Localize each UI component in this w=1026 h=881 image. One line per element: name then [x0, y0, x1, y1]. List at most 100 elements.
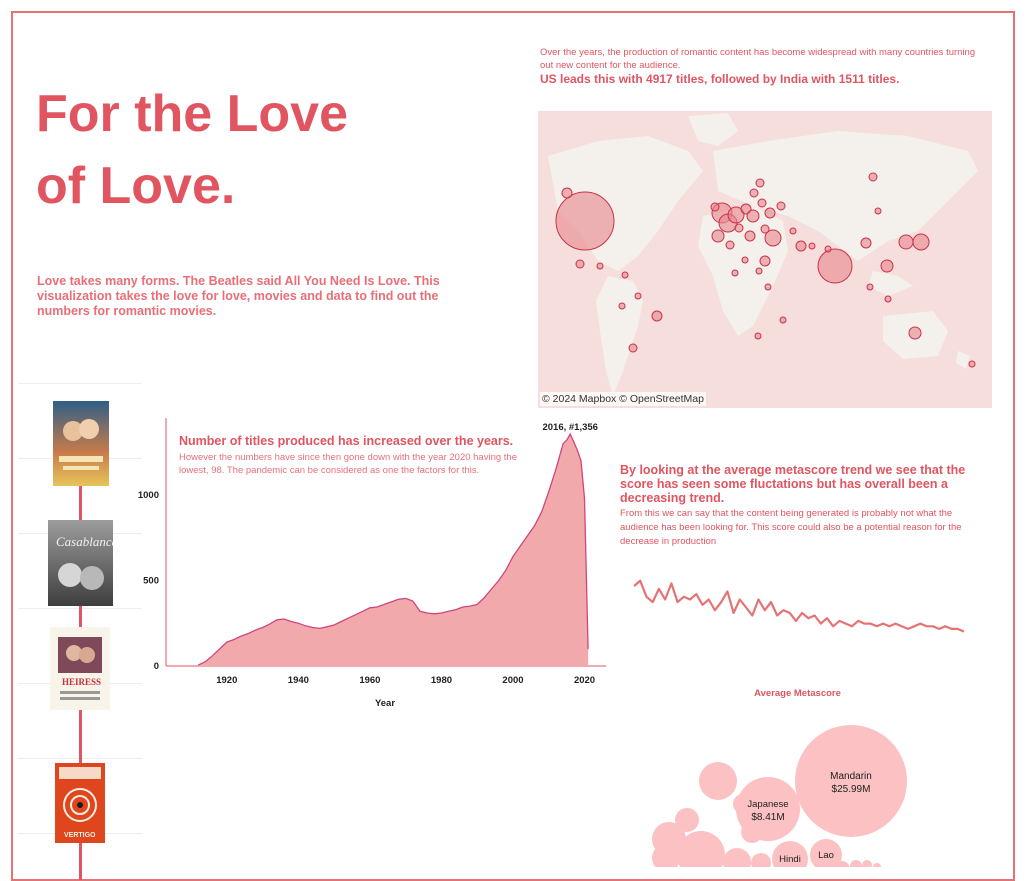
poster-1-art	[59, 419, 103, 470]
metascore-description: From this we can say that the content be…	[620, 508, 962, 547]
area-series-line	[197, 432, 589, 666]
map-country-bubble[interactable]	[575, 259, 585, 269]
map-country-bubble[interactable]	[764, 229, 782, 247]
page-title: For the Love of Love.	[36, 78, 416, 222]
divider	[18, 383, 142, 384]
poster-4[interactable]: VERTIGO	[55, 763, 105, 843]
map-country-bubble[interactable]	[884, 295, 892, 303]
map-country-bubble[interactable]	[817, 248, 853, 284]
map-highlight: US leads this with 4917 titles, followed…	[540, 72, 900, 86]
map-country-bubble[interactable]	[860, 237, 872, 249]
metascore-series-line	[633, 579, 965, 633]
map-country-bubble[interactable]	[596, 262, 604, 270]
bubble-group: Mandarin $25.99M Japanese $8.41M Hindi Lao	[652, 725, 907, 867]
poster-3-title: HEIRESS	[62, 677, 101, 687]
map-country-bubble[interactable]	[755, 178, 765, 188]
map-bubbles	[555, 172, 976, 368]
map-country-bubble[interactable]	[880, 259, 894, 273]
land-shapes	[548, 113, 978, 396]
map-country-bubble[interactable]	[710, 202, 720, 212]
world-map[interactable]: © 2024 Mapbox © OpenStreetMap	[538, 111, 992, 408]
map-country-bubble[interactable]	[628, 343, 638, 353]
intro-text: Love takes many forms. The Beatles said …	[37, 274, 440, 318]
map-country-bubble[interactable]	[561, 187, 573, 199]
bubble-label: Lao	[818, 850, 834, 861]
map-country-bubble[interactable]	[764, 207, 776, 219]
poster-4-title: VERTIGO	[64, 832, 96, 839]
x-axis-title: Year	[375, 698, 395, 708]
map-country-bubble[interactable]	[908, 326, 922, 340]
map-country-bubble[interactable]	[898, 234, 914, 250]
language-bubble[interactable]	[699, 762, 737, 800]
area-series	[198, 434, 589, 666]
x-tick-label: 2020	[574, 675, 595, 686]
map-country-bubble[interactable]	[866, 283, 874, 291]
title-line-1: For the Love	[36, 85, 349, 143]
bubble-label: Japanese	[747, 799, 788, 810]
area-description: However the numbers have since then gone…	[179, 452, 517, 476]
language-bubble[interactable]	[677, 831, 725, 867]
map-country-bubble[interactable]	[764, 283, 772, 291]
map-country-bubble[interactable]	[808, 242, 816, 250]
poster-3-art: HEIRESS	[58, 637, 102, 700]
bubble-label: Mandarin	[830, 771, 872, 782]
map-country-bubble[interactable]	[755, 267, 763, 275]
poster-2-art: Casablanca	[56, 534, 113, 590]
bubble-value-label: $8.41M	[751, 812, 784, 823]
map-country-bubble[interactable]	[711, 229, 725, 243]
map-country-bubble[interactable]	[912, 233, 930, 251]
map-country-bubble[interactable]	[795, 240, 807, 252]
language-bubble[interactable]	[772, 841, 808, 867]
map-country-bubble[interactable]	[749, 188, 759, 198]
map-country-bubble[interactable]	[555, 191, 615, 251]
language-bubble[interactable]	[810, 839, 842, 867]
map-country-bubble[interactable]	[759, 255, 771, 267]
map-country-bubble[interactable]	[744, 230, 756, 242]
map-country-bubble[interactable]	[868, 172, 878, 182]
map-country-bubble[interactable]	[651, 310, 663, 322]
language-bubble[interactable]	[751, 853, 771, 867]
language-bubble[interactable]	[723, 848, 751, 867]
map-country-bubble[interactable]	[776, 201, 786, 211]
map-country-bubble[interactable]	[757, 198, 767, 208]
title-line-2: of Love.	[36, 157, 236, 215]
map-country-bubble[interactable]	[734, 223, 744, 233]
map-country-bubble[interactable]	[731, 269, 739, 277]
language-bubble[interactable]	[850, 860, 862, 867]
titles-area-chart[interactable]: 1920 1940 1960 1980 2000 2020 0 500 1000 2016, …	[128, 408, 618, 708]
map-country-bubble[interactable]	[760, 224, 770, 234]
language-bubble[interactable]	[652, 844, 680, 867]
map-country-bubble[interactable]	[727, 206, 745, 224]
map-country-bubble[interactable]	[754, 332, 762, 340]
map-country-bubble[interactable]	[725, 240, 735, 250]
map-country-bubble[interactable]	[874, 207, 882, 215]
map-country-bubble[interactable]	[618, 302, 626, 310]
language-bubble[interactable]	[795, 725, 907, 837]
poster-1[interactable]	[53, 401, 109, 486]
language-bubble[interactable]	[873, 863, 881, 867]
map-country-bubble[interactable]	[746, 209, 760, 223]
map-country-bubble[interactable]	[779, 316, 787, 324]
area-heading: Number of titles produced has increased …	[179, 434, 514, 448]
y-tick-label: 0	[154, 661, 159, 672]
poster-2[interactable]: Casablanca	[48, 520, 113, 606]
map-country-bubble[interactable]	[789, 227, 797, 235]
peak-label: 2016, #1,356	[542, 422, 597, 433]
x-tick-label: 1980	[431, 675, 452, 686]
map-country-bubble[interactable]	[621, 271, 629, 279]
world-map-svg	[548, 113, 978, 396]
area-x-ticks: 1920 1940 1960 1980 2000 2020	[216, 675, 595, 686]
language-bubble[interactable]	[736, 777, 800, 841]
x-tick-label: 1920	[216, 675, 237, 686]
map-country-bubble[interactable]	[968, 360, 976, 368]
language-bubble[interactable]	[675, 808, 699, 832]
y-tick-label: 1000	[138, 490, 159, 501]
map-country-bubble[interactable]	[824, 245, 832, 253]
x-tick-label: 2000	[502, 675, 523, 686]
map-country-bubble[interactable]	[634, 292, 642, 300]
poster-3[interactable]: HEIRESS	[50, 627, 110, 710]
map-country-bubble[interactable]	[741, 256, 749, 264]
language-bubble[interactable]	[862, 860, 872, 867]
language-bubble-chart[interactable]: Mandarin $25.99M Japanese $8.41M Hindi Lao	[620, 725, 1020, 867]
metascore-line-chart[interactable]	[620, 570, 970, 645]
